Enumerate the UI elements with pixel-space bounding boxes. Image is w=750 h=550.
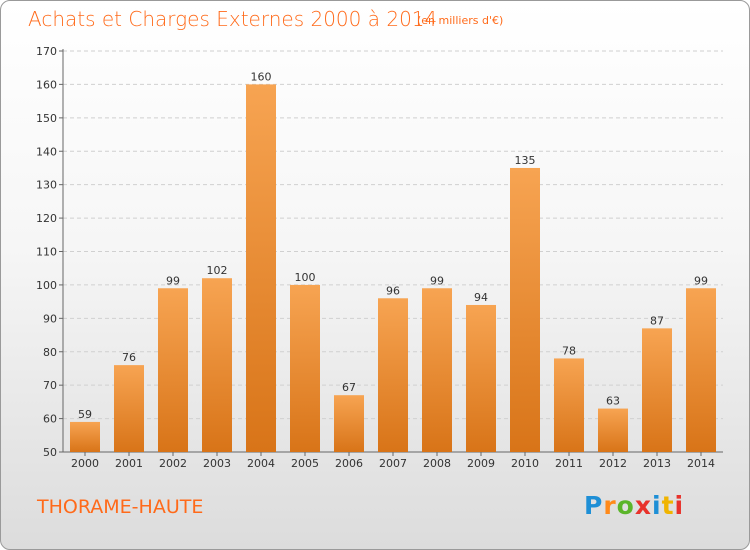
y-tick-label: 140: [36, 145, 57, 158]
bar: [70, 421, 100, 452]
bar: [642, 328, 672, 452]
bar: [114, 365, 144, 452]
proxiti-logo: Proxiti: [584, 491, 684, 520]
logo-letter: o: [616, 491, 635, 520]
value-label: 99: [166, 274, 180, 287]
x-tick-label: 2005: [291, 457, 319, 470]
y-tick-label: 150: [36, 112, 57, 125]
bar: [158, 288, 188, 452]
value-label: 94: [474, 291, 488, 304]
bar: [246, 84, 276, 453]
x-tick-label: 2007: [379, 457, 407, 470]
bars: [70, 84, 716, 453]
y-tick-label: 70: [43, 379, 57, 392]
y-tick-label: 60: [43, 413, 57, 426]
y-tick-label: 160: [36, 78, 57, 91]
logo-letter: P: [584, 491, 604, 520]
logo-letter: x: [634, 491, 652, 520]
bar: [686, 288, 716, 452]
labels: 59 2000 76 2001 99 2002 102 2003 160 2004 100 2005 6…: [71, 70, 715, 470]
x-tick-label: 2013: [643, 457, 671, 470]
chart-title: Achats et Charges Externes 2000 à 2014: [28, 7, 438, 31]
x-tick-label: 2003: [203, 457, 231, 470]
y-tick-label: 120: [36, 212, 57, 225]
bar: [510, 167, 540, 453]
bar: [378, 298, 408, 452]
logo-letter: i: [674, 491, 685, 520]
value-label: 100: [295, 271, 316, 284]
chart-subtitle: (en milliers d'€): [417, 14, 504, 27]
value-label: 76: [122, 351, 136, 364]
y-tick-label: 110: [36, 246, 57, 259]
x-tick-label: 2002: [159, 457, 187, 470]
x-tick-label: 2014: [687, 457, 715, 470]
bar: [598, 408, 628, 452]
logo-letter: i: [652, 491, 662, 520]
y-tick-label: 50: [43, 446, 57, 459]
bar: [466, 304, 496, 452]
bar: [290, 284, 320, 452]
y-tick-label: 100: [36, 279, 57, 292]
value-label: 99: [694, 274, 708, 287]
logo-letter: r: [603, 491, 617, 520]
value-label: 87: [650, 314, 664, 327]
x-tick-label: 2000: [71, 457, 99, 470]
value-label: 96: [386, 284, 400, 297]
bar: [422, 288, 452, 452]
value-label: 67: [342, 381, 356, 394]
value-label: 99: [430, 274, 444, 287]
value-label: 63: [606, 395, 620, 408]
y-tick-label: 170: [36, 45, 57, 58]
value-label: 59: [78, 408, 92, 421]
commune-name: THORAME-HAUTE: [37, 496, 204, 518]
x-tick-label: 2006: [335, 457, 363, 470]
x-tick-label: 2010: [511, 457, 539, 470]
x-tick-label: 2012: [599, 457, 627, 470]
bar: [202, 278, 232, 452]
y-tick-label: 90: [43, 312, 57, 325]
logo-letter: t: [661, 491, 675, 520]
value-label: 160: [251, 70, 272, 83]
x-tick-label: 2004: [247, 457, 275, 470]
x-tick-label: 2008: [423, 457, 451, 470]
bar: [554, 358, 584, 452]
value-label: 135: [515, 154, 536, 167]
value-label: 102: [207, 264, 228, 277]
y-tick-label: 80: [43, 346, 57, 359]
y-tick-label: 130: [36, 179, 57, 192]
value-label: 78: [562, 344, 576, 357]
bar: [334, 395, 364, 452]
x-tick-label: 2009: [467, 457, 495, 470]
x-tick-label: 2001: [115, 457, 143, 470]
x-tick-label: 2011: [555, 457, 583, 470]
